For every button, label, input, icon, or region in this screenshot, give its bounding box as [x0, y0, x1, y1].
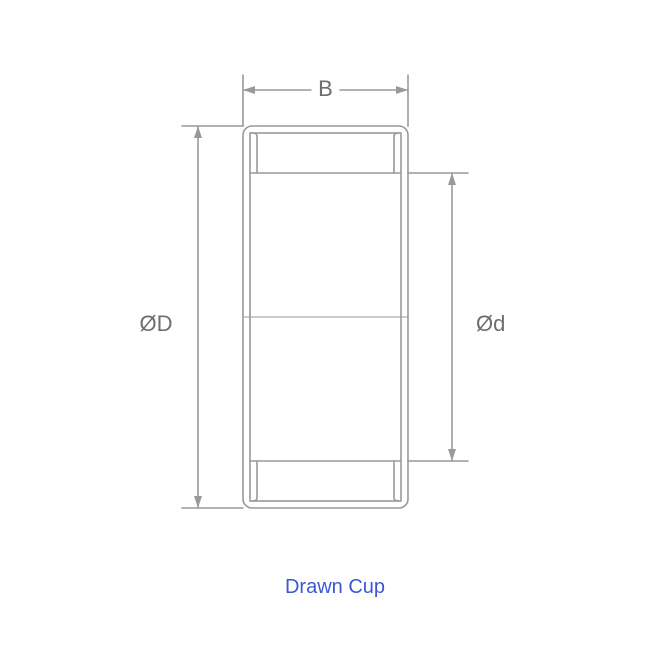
drawn-cup-diagram: B ØD Ød — [0, 0, 670, 670]
diagram-canvas: B ØD Ød Drawn Cup — [0, 0, 670, 670]
svg-text:Ød: Ød — [476, 311, 505, 336]
svg-text:ØD: ØD — [140, 311, 173, 336]
diagram-caption: Drawn Cup — [0, 576, 670, 599]
svg-text:B: B — [318, 76, 333, 101]
